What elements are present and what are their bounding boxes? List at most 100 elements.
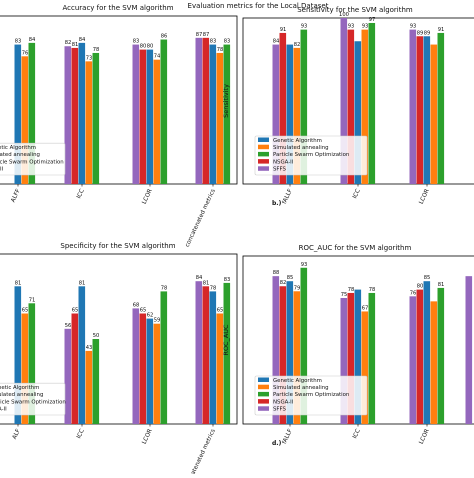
legend-swatch-nsga-ii: [258, 399, 269, 404]
x-tick-label-icc: ICC: [76, 428, 86, 439]
bar-genetic-algorithm-falff: [14, 286, 22, 424]
x-tick-label-concatenated-metrics: concatenated metrics: [185, 188, 217, 248]
bar-simulated-annealing-lcor: [430, 44, 438, 185]
bar-simulated-annealing-icc: [85, 350, 93, 424]
legend-label-nsga-ii: NSGA-II: [273, 159, 294, 165]
bar-genetic-algorithm-falff: [286, 44, 294, 185]
data-label-nsga-ii-falff: 91: [280, 27, 287, 33]
legend-swatch-simulated-annealing: [258, 384, 269, 390]
data-label-simulated-annealing-icc: 93: [362, 24, 369, 30]
legend-swatch-genetic-algorithm: [258, 377, 269, 382]
bar-nsga-ii-concatenated-metrics: [202, 37, 210, 185]
bar-genetic-algorithm-lcor: [423, 36, 431, 185]
data-label-nsga-ii-concatenated-metrics: 87: [203, 32, 210, 38]
data-label-nsga-ii-icc: 81: [72, 42, 79, 48]
data-label-nsga-ii-lcor: 65: [140, 308, 147, 314]
data-label-sffs-concatenated-metrics: 87: [196, 32, 203, 38]
bar-sffs-concatenated-metrics: [465, 276, 473, 424]
data-label-particle-swarm-optimization-lcor: 81: [438, 282, 445, 288]
legend-label-nsga-ii: NSGA-II: [273, 399, 294, 405]
bar-particle-swarm-optimization-concatenated-metrics: [223, 282, 231, 424]
data-label-sffs-falff: 88: [273, 270, 280, 276]
bar-genetic-algorithm-concatenated-metrics: [209, 291, 217, 424]
data-label-simulated-annealing-lcor: 74: [154, 54, 161, 60]
data-label-genetic-algorithm-falff: 83: [15, 39, 22, 45]
data-label-sffs-concatenated-metrics: 84: [196, 275, 203, 281]
bar-nsga-ii-falff: [279, 32, 287, 184]
bar-simulated-annealing-falff: [21, 313, 29, 424]
x-tick-label-lcor: LCOR: [142, 428, 154, 445]
data-label-simulated-annealing-falff: 82: [294, 42, 301, 48]
chart-panel-2: Sensitivity for the SVM algorithm Sensiti…: [222, 6, 474, 207]
data-label-nsga-ii-icc: 78: [348, 287, 355, 293]
bar-nsga-ii-lcor: [139, 313, 147, 424]
bar-particle-swarm-optimization-icc: [368, 22, 376, 185]
data-label-simulated-annealing-lcor: 59: [154, 318, 161, 324]
chart-title: ROC_AUC for the SVM algorithm: [299, 244, 412, 252]
bar-sffs-lcor: [409, 296, 417, 424]
bar-sffs-icc: [64, 46, 72, 184]
legend-label-sffs: SFFS: [273, 167, 287, 173]
bar-sffs-lcor: [132, 44, 140, 185]
bar-nsga-ii-icc: [347, 29, 355, 185]
bar-genetic-algorithm-icc: [354, 41, 362, 184]
data-label-genetic-algorithm-lcor: 85: [424, 275, 431, 281]
bar-genetic-algorithm-lcor: [146, 49, 154, 184]
bar-simulated-annealing-icc: [361, 29, 369, 185]
x-tick-label-lcor: LCOR: [419, 188, 431, 205]
legend-label-genetic-algorithm: Genetic Algorithm: [273, 138, 322, 144]
data-label-particle-swarm-optimization-concatenated-metrics: 83: [224, 39, 231, 45]
bar-genetic-algorithm-icc: [78, 42, 86, 184]
data-label-simulated-annealing-falff: 65: [22, 308, 29, 314]
data-label-simulated-annealing-falff: 79: [294, 285, 301, 291]
bar-particle-swarm-optimization-icc: [92, 52, 100, 185]
x-tick-label-icc: ICC: [76, 188, 86, 199]
bar-sffs-icc: [340, 18, 348, 184]
data-label-genetic-algorithm-lcor: 89: [424, 30, 431, 36]
chart-panel-4: ROC_AUC for the SVM algorithm ROC_AUC 8882…: [222, 244, 474, 447]
data-label-particle-swarm-optimization-icc: 78: [93, 47, 100, 53]
legend-label-genetic-algorithm: netic Algorithm: [0, 385, 39, 391]
legend-label-simulated-annealing: Simulated annealing: [273, 145, 329, 151]
chart-title: Accuracy for the SVM algorithm: [62, 4, 173, 12]
x-tick-label-concatenated-metrics: concatenated metrics: [185, 428, 217, 474]
x-tick-label-falff: ALF: [12, 428, 22, 440]
x-tick-label-falff: ALFF: [11, 188, 22, 203]
figure-title: Evaluation metrics for the Local Dataset: [188, 2, 329, 10]
legend-label-simulated-annealing: Simulated annealing: [273, 385, 329, 391]
data-label-genetic-algorithm-concatenated-metrics: 78: [210, 285, 217, 291]
data-label-sffs-lcor: 83: [133, 39, 140, 45]
data-label-simulated-annealing-concatenated-metrics: 78: [217, 47, 224, 53]
bar-nsga-ii-falff: [279, 286, 287, 424]
legend-label-particle-swarm-optimization: icle Swarm Optimization: [0, 159, 64, 165]
data-label-particle-swarm-optimization-concatenated-metrics: 83: [224, 277, 231, 283]
bar-genetic-algorithm-lcor: [146, 318, 154, 424]
bar-nsga-ii-icc: [71, 47, 79, 184]
legend-box: [254, 375, 368, 416]
legend-label-particle-swarm-optimization: Particle Swarm Optimization: [273, 392, 349, 398]
data-label-particle-swarm-optimization-icc: 50: [93, 333, 100, 339]
data-label-simulated-annealing-icc: 67: [362, 305, 369, 311]
data-label-sffs-icc: 56: [65, 323, 72, 329]
bar-sffs-icc: [340, 298, 348, 424]
bar-nsga-ii-lcor: [416, 289, 424, 424]
bar-simulated-annealing-falff: [21, 56, 29, 184]
legend-label-nsga-ii: A-II: [0, 407, 7, 413]
data-label-genetic-algorithm-lcor: 62: [147, 313, 154, 319]
x-tick-label-icc: ICC: [352, 188, 362, 199]
x-tick-label-lcor: LCOR: [142, 188, 154, 205]
data-label-particle-swarm-optimization-falff: 93: [301, 262, 308, 268]
legend-label-sffs: SFFS: [273, 407, 287, 413]
chart-panels: Accuracy for the SVM algorithm837684ALFF…: [0, 4, 474, 478]
panel-letter: b.): [272, 200, 282, 207]
bar-sffs-falff: [272, 44, 280, 185]
bar-genetic-algorithm-icc: [354, 289, 362, 424]
bar-sffs-icc: [64, 328, 72, 424]
data-label-particle-swarm-optimization-icc: 97: [369, 17, 376, 23]
data-label-nsga-ii-icc: 93: [348, 24, 355, 30]
chart-panel-3: Specificity for the SVM algorithm816571A…: [0, 242, 238, 478]
